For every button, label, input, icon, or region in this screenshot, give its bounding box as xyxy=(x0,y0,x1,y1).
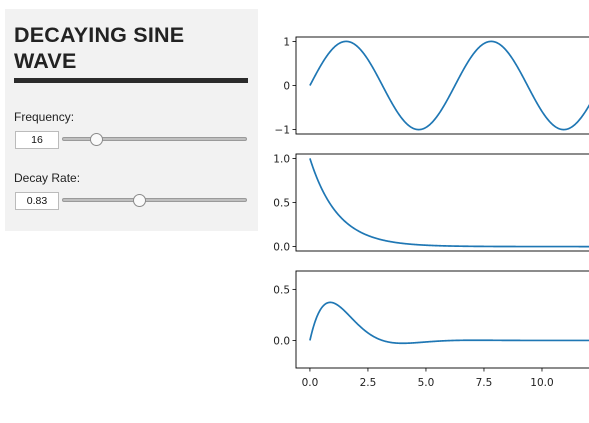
plot-1-ytick-label: −1 xyxy=(275,125,290,137)
plot-2-ytick-label: 1.0 xyxy=(273,153,290,165)
frequency-label: Frequency: xyxy=(14,110,75,124)
plot-2-ytick-label: 0.5 xyxy=(273,198,290,210)
plot-3-xtick-label: 7.5 xyxy=(476,377,493,389)
plot-2-series-line xyxy=(309,158,589,248)
plot-1-series-line xyxy=(309,40,589,131)
plot-3-ytick-label: 0.0 xyxy=(273,335,290,347)
plot-3-xtick-label: 2.5 xyxy=(360,377,377,389)
title-divider xyxy=(14,78,248,83)
plot-3-series-line xyxy=(309,301,589,345)
plot-3-xtick-label: 0.0 xyxy=(302,377,319,389)
plot-3-xtick-label: 5.0 xyxy=(418,377,435,389)
frequency-input[interactable] xyxy=(15,131,59,149)
plot-3-xtick-label: 10.0 xyxy=(530,377,553,389)
panel-title: DECAYING SINE WAVE xyxy=(14,23,185,73)
plot-3-ytick-label: 0.5 xyxy=(273,284,290,296)
decay-rate-input[interactable] xyxy=(15,192,59,210)
control-panel: DECAYING SINE WAVE Frequency: Decay Rate… xyxy=(5,9,258,231)
plot-2-ytick-label: 0.0 xyxy=(273,242,290,254)
decay-rate-slider-thumb[interactable] xyxy=(133,194,147,207)
plot-3-frame xyxy=(295,270,589,369)
frequency-slider-thumb[interactable] xyxy=(89,133,103,146)
plot-1-ytick-label: 1 xyxy=(283,36,290,48)
plot-2-frame xyxy=(295,153,589,252)
plot-1-ytick-label: 0 xyxy=(283,81,290,93)
plot-1-frame xyxy=(295,36,589,135)
decay-rate-slider[interactable] xyxy=(62,198,247,202)
decay-rate-label: Decay Rate: xyxy=(14,171,81,185)
frequency-slider[interactable] xyxy=(62,137,247,141)
